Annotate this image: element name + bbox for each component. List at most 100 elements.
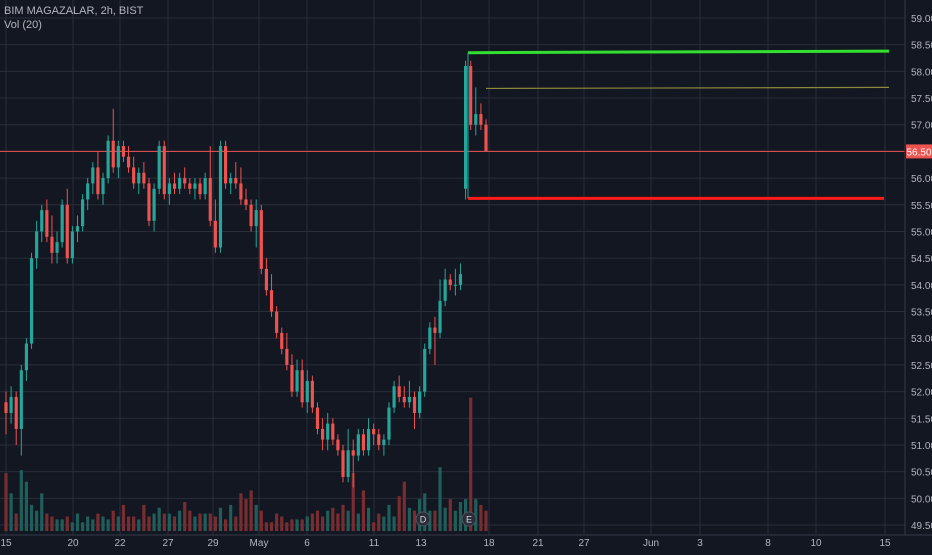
target-line[interactable]: [467, 49, 890, 55]
volume-bar: [35, 510, 39, 531]
chart-legend: BIM MAGAZALAR, 2h, BIST Vol (20): [4, 4, 143, 32]
volume-bar: [60, 519, 64, 531]
volume-bar: [290, 519, 294, 531]
volume-bar: [469, 397, 473, 531]
candle-body: [55, 242, 59, 253]
candle-body: [484, 124, 488, 152]
price-tick-label: 50.50: [911, 468, 932, 479]
volume-bar: [433, 510, 437, 531]
candle-body: [438, 300, 442, 333]
time-tick-label: 20: [67, 538, 79, 549]
price-tick-label: 52.00: [911, 388, 932, 399]
volume-bar: [223, 519, 228, 531]
candle-body: [19, 370, 23, 429]
candle-body: [29, 258, 34, 344]
candle-body: [91, 167, 95, 184]
volume-bar: [234, 516, 238, 531]
candle-body: [75, 226, 80, 232]
candle-body: [346, 450, 350, 477]
volume-bar: [65, 516, 69, 531]
volume-bar: [295, 519, 299, 531]
time-tick-label: Jun: [643, 538, 659, 549]
volume-bar: [356, 513, 360, 531]
candle-body: [121, 146, 126, 157]
price-axis[interactable]: 59.0058.5058.0057.5057.0056.5056.0055.50…: [911, 14, 932, 532]
volume-bar: [55, 519, 59, 531]
event-marker-d[interactable]: D: [415, 511, 431, 527]
volume-bar: [366, 507, 371, 531]
time-tick-label: 8: [765, 538, 771, 549]
candle-body: [275, 311, 279, 333]
time-tick-label: May: [250, 538, 269, 549]
event-marker-circle: [415, 511, 431, 527]
volume-bar: [310, 513, 314, 531]
candle-body: [50, 236, 54, 253]
candle-body: [407, 396, 411, 403]
candle-body: [351, 450, 355, 456]
last-price-label: 56.50: [906, 144, 932, 159]
volume-bar: [106, 519, 110, 531]
candle-body: [35, 231, 39, 259]
candle-body: [137, 172, 141, 184]
candle-body: [172, 183, 177, 189]
volume-bar: [300, 519, 304, 531]
candle-body: [290, 364, 294, 392]
volume-bar: [361, 490, 366, 531]
volume-bar: [81, 522, 85, 531]
volume-bar: [157, 507, 161, 531]
time-tick-label: 11: [369, 538, 380, 549]
volume-bar: [218, 507, 223, 531]
volume-bar: [40, 493, 44, 531]
volume-bar: [208, 513, 212, 531]
time-axis[interactable]: 15 20 22 27 29 May 6 11 13 18 21 27 Jun 3 8 10 15: [0, 538, 891, 549]
candle-body: [264, 268, 269, 291]
candle-body: [4, 402, 8, 413]
candle-body: [310, 380, 314, 408]
candle-body: [234, 178, 238, 184]
volume-bar: [448, 499, 452, 531]
grid: [0, 0, 905, 535]
event-marker-label: D: [420, 515, 427, 525]
volume-bar: [188, 510, 192, 531]
price-tick-label: 50.00: [911, 494, 932, 505]
candle-body: [162, 146, 166, 195]
volume-bar: [229, 504, 233, 531]
price-tick-label: 53.50: [911, 308, 932, 319]
volume-bar: [137, 519, 141, 531]
candle-body: [218, 146, 223, 248]
candle-body: [418, 391, 422, 413]
candle-body: [152, 188, 156, 221]
candle-body: [239, 183, 243, 200]
symbol-title: BIM MAGAZALAR, 2h, BIST: [4, 5, 144, 17]
event-marker-e[interactable]: E: [461, 511, 477, 527]
candle-body: [295, 370, 299, 392]
candle-body: [188, 183, 192, 189]
candle-body: [341, 450, 345, 477]
time-tick-label: 15: [0, 538, 12, 549]
candle-body: [142, 172, 146, 184]
drawing-lines[interactable]: [0, 49, 905, 200]
volume-bar: [75, 513, 80, 531]
entry-line[interactable]: [485, 86, 890, 90]
volume-bar: [152, 513, 156, 531]
volume-bar: [203, 513, 207, 531]
candle-body: [132, 167, 136, 184]
candle-body: [86, 183, 90, 200]
candle-body: [336, 439, 340, 451]
volume-indicator-label: Vol (20): [4, 19, 42, 31]
candle-body: [96, 167, 100, 195]
volume-bar: [162, 513, 166, 531]
candle-body: [285, 348, 289, 365]
candle-body: [254, 210, 258, 227]
volume-bar: [453, 510, 457, 531]
volume-bar: [14, 513, 18, 531]
volume-bar: [19, 470, 23, 531]
volume-bar: [484, 510, 488, 531]
volume-bar: [474, 499, 478, 531]
candle-body: [208, 178, 212, 221]
price-tick-label: 55.50: [911, 201, 932, 212]
price-tick-label: 58.50: [911, 41, 932, 52]
